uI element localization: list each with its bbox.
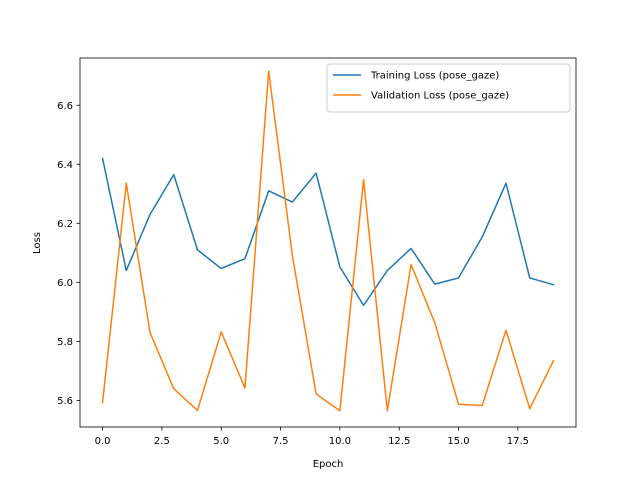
legend-box	[326, 63, 571, 113]
y-axis-ticks: 5.6 5.8 6.0 6.2 6.4 6.6	[57, 101, 80, 407]
legend-label-1: Validation Loss (pose_gaze)	[371, 91, 509, 102]
y-tick-label: 6.0	[57, 278, 73, 289]
series-line-1	[101, 70, 555, 412]
x-tick-label: 5.0	[213, 436, 229, 447]
legend-label-0: Training Loss (pose_gaze)	[370, 71, 499, 82]
x-tick-label: 10.0	[329, 436, 351, 447]
series-layer	[101, 70, 555, 412]
y-tick-label: 5.6	[57, 396, 73, 407]
y-tick-label: 6.4	[57, 160, 73, 171]
legend: Training Loss (pose_gaze) Validation Loss…	[326, 63, 571, 113]
plot-area	[80, 58, 576, 427]
y-axis-label: Loss	[32, 232, 43, 254]
y-tick-label: 5.8	[57, 337, 73, 348]
x-tick-label: 0.0	[95, 436, 111, 447]
x-tick-label: 7.5	[273, 436, 289, 447]
x-axis-ticks: 0.0 2.5 5.0 7.5 10.0 12.5 15.0 17.5	[95, 427, 529, 447]
x-tick-label: 12.5	[388, 436, 410, 447]
y-tick-label: 6.2	[57, 219, 73, 230]
x-tick-label: 2.5	[154, 436, 170, 447]
x-tick-label: 17.5	[507, 436, 529, 447]
x-axis-label: Epoch	[313, 459, 344, 470]
plot-frame	[79, 57, 577, 428]
y-tick-label: 6.6	[57, 101, 73, 112]
axes-layer	[79, 57, 577, 428]
x-tick-label: 15.0	[447, 436, 469, 447]
series-line-0	[101, 157, 555, 307]
